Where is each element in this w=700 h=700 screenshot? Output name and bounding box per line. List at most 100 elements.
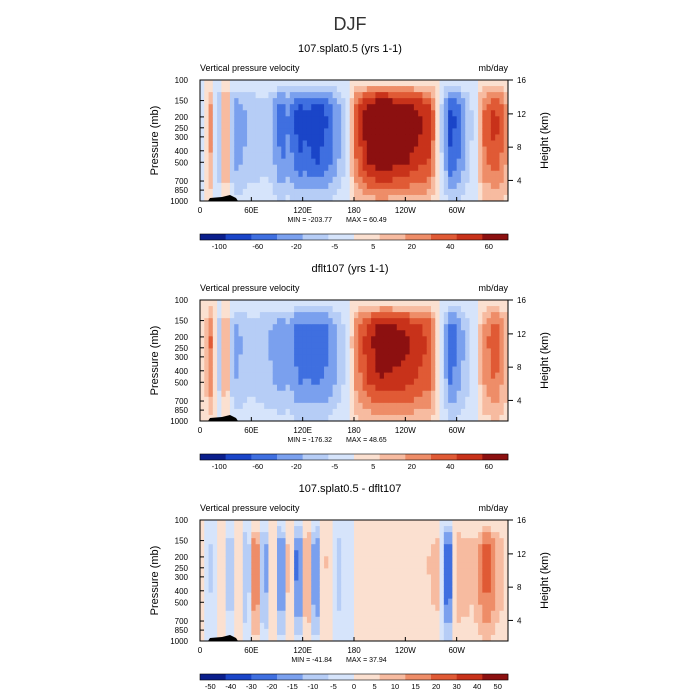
heatmap-cell: [443, 610, 449, 618]
heatmap-cell: [212, 128, 218, 135]
heatmap-cell: [298, 562, 304, 569]
heatmap-cell: [289, 342, 295, 349]
heatmap-cell: [401, 402, 406, 410]
heatmap-cell: [388, 324, 393, 331]
heatmap-cell: [405, 622, 411, 630]
heatmap-cell: [354, 622, 359, 630]
heatmap-cell: [405, 354, 411, 361]
heatmap-cell: [375, 610, 381, 618]
heatmap-cell: [324, 98, 329, 105]
heatmap-cell: [486, 378, 492, 386]
heatmap-cell: [332, 116, 338, 123]
heatmap-cell: [490, 580, 496, 587]
heatmap-cell: [341, 562, 346, 569]
heatmap-cell: [242, 188, 248, 196]
heatmap-cell: [362, 396, 368, 404]
heatmap-cell: [298, 634, 304, 642]
heatmap-cell: [375, 366, 381, 373]
heatmap-cell: [294, 622, 299, 630]
heatmap-cell: [217, 146, 222, 153]
heatmap-cell: [217, 342, 222, 349]
heatmap-cell: [251, 408, 257, 416]
heatmap-cell: [324, 330, 329, 337]
heatmap-cell: [311, 194, 316, 202]
heatmap-cell: [212, 604, 218, 612]
heatmap-cell: [217, 526, 222, 533]
heatmap-cell: [234, 562, 239, 569]
heatmap-cell: [212, 402, 218, 410]
heatmap-cell: [469, 342, 475, 349]
heatmap-cell: [409, 622, 415, 630]
heatmap-cell: [238, 86, 244, 93]
heatmap-cell: [396, 110, 402, 117]
heatmap-cell: [460, 152, 466, 160]
heatmap-cell: [418, 342, 423, 349]
heatmap-cell: [229, 366, 235, 373]
heatmap-cell: [234, 634, 239, 642]
heatmap-cell: [495, 520, 500, 527]
heatmap-cell: [212, 146, 218, 153]
colorbar-swatch: [482, 454, 509, 460]
heatmap-cell: [302, 586, 308, 593]
heatmap-cell: [439, 336, 445, 343]
heatmap-cell: [431, 194, 436, 202]
heatmap-cell: [328, 568, 334, 575]
heatmap-cell: [486, 110, 492, 117]
heatmap-cell: [460, 342, 466, 349]
heatmap-cell: [443, 182, 449, 190]
heatmap-cell: [285, 526, 291, 533]
heatmap-cell: [247, 402, 252, 410]
heatmap-cell: [413, 592, 419, 600]
heatmap-cell: [298, 586, 304, 593]
heatmap-cell: [208, 300, 214, 307]
heatmap-cell: [298, 164, 304, 172]
heatmap-cell: [306, 396, 312, 404]
heatmap-cell: [242, 526, 248, 533]
heatmap-cell: [358, 306, 363, 313]
heatmap-cell: [208, 342, 214, 349]
heatmap-cell: [401, 408, 406, 416]
heatmap-cell: [255, 592, 261, 600]
heatmap-cell: [371, 98, 376, 105]
heatmap-cell: [503, 580, 509, 587]
heatmap-cell: [383, 312, 389, 319]
heatmap-cell: [448, 134, 453, 141]
heatmap-cell: [345, 110, 351, 117]
heatmap-cell: [478, 366, 483, 373]
heatmap-cell: [264, 170, 269, 178]
heatmap-cell: [362, 128, 368, 135]
heatmap-cell: [289, 366, 295, 373]
heatmap-cell: [281, 550, 286, 557]
colorbar-swatch: [277, 234, 303, 240]
heatmap-cell: [409, 80, 415, 87]
heatmap-cell: [259, 378, 265, 386]
heatmap-cell: [336, 330, 342, 337]
heatmap-cell: [439, 384, 445, 392]
heatmap-cell: [439, 550, 445, 557]
x-tick-label: 120E: [293, 426, 312, 435]
heatmap-cell: [456, 164, 462, 172]
heatmap-cell: [324, 520, 329, 527]
heatmap-cell: [200, 568, 205, 575]
heatmap-cell: [366, 92, 372, 99]
heatmap-cell: [251, 384, 257, 392]
heatmap-cell: [383, 550, 389, 557]
heatmap-cell: [388, 110, 393, 117]
heatmap-cell: [341, 378, 346, 386]
heatmap-cell: [272, 324, 278, 331]
heatmap-cell: [460, 312, 466, 319]
heatmap-cell: [225, 384, 231, 392]
heatmap-cell: [328, 140, 334, 147]
heatmap-cell: [460, 92, 466, 99]
heatmap-cell: [465, 634, 470, 642]
heatmap-cell: [298, 134, 304, 141]
heatmap-cell: [289, 360, 295, 367]
heatmap-cell: [332, 146, 338, 153]
heatmap-cell: [375, 86, 381, 93]
heatmap-cell: [358, 526, 363, 533]
heatmap-cell: [456, 140, 462, 147]
heatmap-cell: [469, 194, 475, 202]
heatmap-cell: [460, 366, 466, 373]
heatmap-cell: [255, 384, 261, 392]
heatmap-cell: [268, 544, 274, 551]
